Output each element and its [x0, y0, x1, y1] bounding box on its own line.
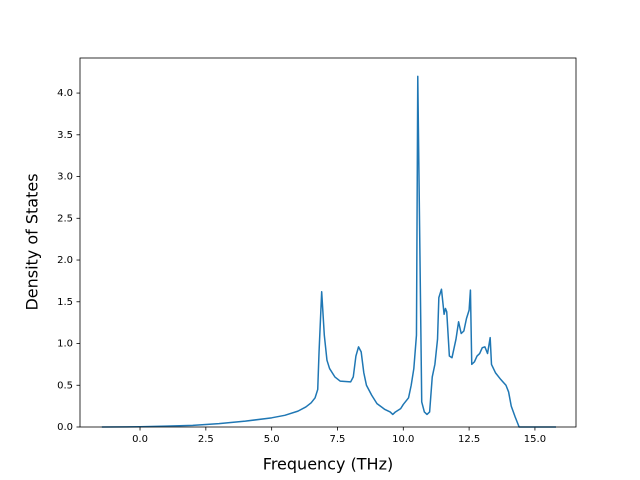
- x-tick-label: 10.0: [392, 434, 414, 445]
- y-tick-label: 4.0: [57, 88, 73, 99]
- x-tick-label: 7.5: [330, 434, 346, 445]
- y-tick-label: 1.0: [57, 339, 73, 350]
- y-tick-label: 1.5: [57, 297, 73, 308]
- x-tick-label: 15.0: [524, 434, 546, 445]
- x-tick-label: 12.5: [458, 434, 480, 445]
- x-tick-label: 0.0: [132, 434, 148, 445]
- x-axis-label: Frequency (THz): [263, 455, 393, 474]
- x-tick-label: 5.0: [264, 434, 280, 445]
- plot-frame: [79, 57, 577, 428]
- y-tick-label: 0.0: [57, 422, 73, 433]
- data-line: [101, 75, 556, 428]
- y-tick-label: 2.5: [57, 213, 73, 224]
- y-tick-label: 3.0: [57, 172, 73, 183]
- y-tick-label: 2.0: [57, 255, 73, 266]
- x-tick-label: 2.5: [198, 434, 214, 445]
- y-tick-label: 3.5: [57, 130, 73, 141]
- y-axis-label: Density of States: [23, 173, 42, 310]
- y-tick-label: 0.5: [57, 380, 73, 391]
